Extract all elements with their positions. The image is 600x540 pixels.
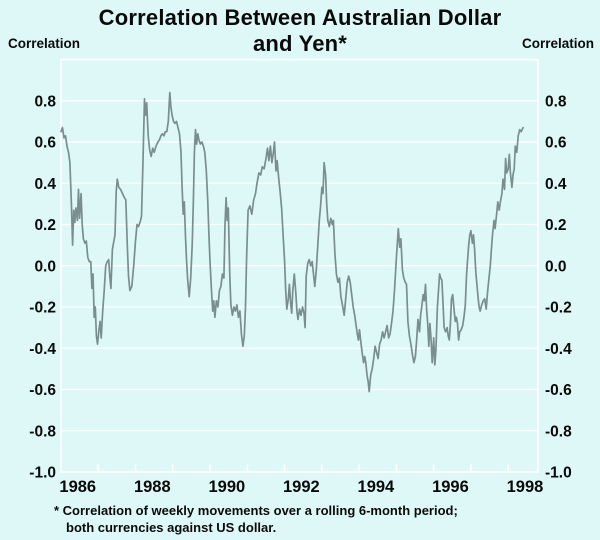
x-tick-label: 1988 (134, 478, 171, 496)
x-tick-label: 1994 (358, 478, 396, 496)
y-tick-label-right: 0.8 (545, 93, 567, 110)
x-tick-label: 1992 (283, 478, 320, 496)
y-tick-label-left: 0.6 (34, 135, 56, 152)
y-tick-label-right: 0.0 (545, 258, 567, 275)
y-tick-label-left: -0.4 (29, 341, 56, 358)
y-tick-label-right: -0.8 (545, 423, 572, 440)
footnote-line2: both currencies against US dollar. (66, 520, 277, 535)
y-tick-label-left: 0.4 (34, 176, 56, 193)
x-tick-label: 1986 (59, 478, 96, 496)
y-tick-label-left: 0.8 (34, 93, 56, 110)
x-tick-label: 1998 (507, 478, 544, 496)
plot-frame (60, 58, 539, 473)
y-tick-label-left: -0.2 (29, 300, 56, 317)
y-tick-label-right: -0.4 (545, 341, 572, 358)
y-tick-label-left: 0.2 (34, 217, 56, 234)
chart-title-line2: and Yen* (252, 31, 348, 56)
y-tick-label-left: -1.0 (29, 465, 56, 482)
chart-title-line1: Correlation Between Australian Dollar (98, 5, 502, 30)
y-tick-label-right: 0.6 (545, 135, 567, 152)
x-tick-label: 1996 (432, 478, 469, 496)
y-tick-label-left: 0.0 (34, 258, 56, 275)
y-tick-label-left: -0.6 (29, 382, 56, 399)
x-tick-label: 1990 (208, 478, 245, 496)
footnote-line1: * Correlation of weekly movements over a… (54, 503, 458, 518)
y-tick-label-right: -0.2 (545, 300, 572, 317)
y-tick-label-right: -0.6 (545, 382, 572, 399)
y-tick-label-left: -0.8 (29, 423, 56, 440)
y-tick-label-right: 0.4 (545, 176, 567, 193)
y-tick-label-right: -1.0 (545, 465, 572, 482)
y-axis-caption-left: Correlation (8, 36, 81, 51)
y-tick-label-right: 0.2 (545, 217, 567, 234)
y-axis-caption-right: Correlation (521, 36, 594, 51)
correlation-line (60, 91, 524, 393)
